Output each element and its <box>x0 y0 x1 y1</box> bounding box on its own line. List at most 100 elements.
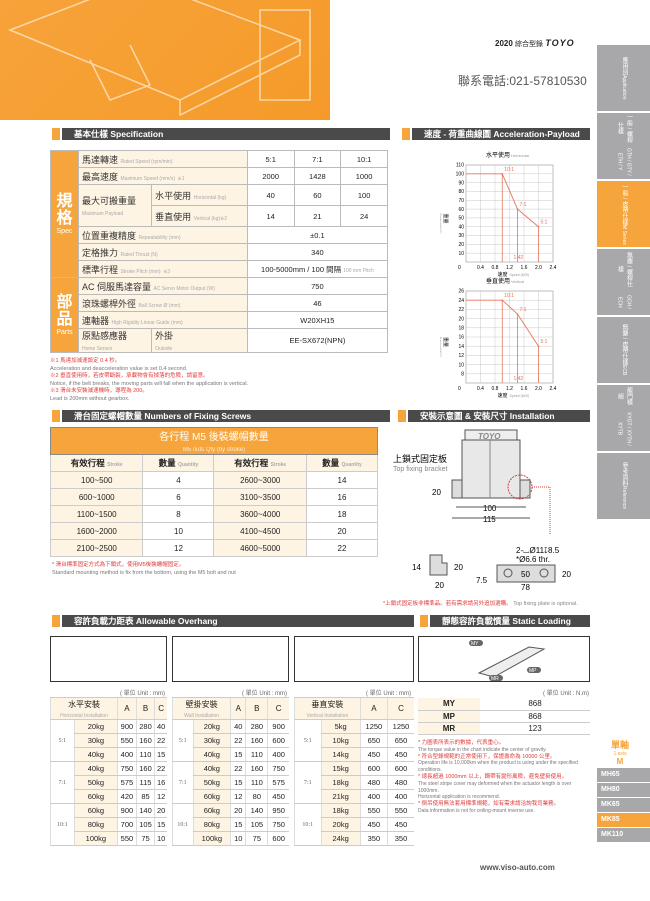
y-tick-label: 18 <box>458 326 464 332</box>
y-tick-label: 70 <box>458 198 464 204</box>
table-cell: 18kg <box>320 775 361 790</box>
column-header: A <box>117 697 137 720</box>
table-cell: 30kg <box>73 733 118 748</box>
table-cell: 40kg <box>192 747 231 762</box>
spec-section-title: 基本仕樣 Specification <box>52 128 390 140</box>
side-tab[interactable]: 無塵 / 皮帶仕樣 ECB <box>597 317 650 383</box>
footer-url[interactable]: www.viso-auto.com <box>480 863 555 872</box>
table-row: MR 123 <box>418 722 590 735</box>
table-cell: 400 <box>267 747 289 762</box>
x-tick-label: 2.0 <box>535 386 542 392</box>
series-nav-item[interactable]: MH80 <box>597 783 650 797</box>
unit-label: ( 單位 Unit : N.m) <box>543 691 589 697</box>
overhang-table: 壁掛安裝 Wall Installation A B C 5:1 20kg 40 280 900 3… <box>171 697 289 846</box>
svg-text:Top fixing bracket: Top fixing bracket <box>393 466 448 473</box>
side-tab[interactable]: 龍門模組 XYGT / XYTH / XYTB <box>597 385 650 451</box>
y-tick-label: 100 <box>456 172 465 178</box>
data-point <box>501 299 504 301</box>
svg-text:7.5: 7.5 <box>476 576 488 585</box>
table-cell: 10 <box>142 522 215 540</box>
logo-text: TOYO <box>478 432 501 441</box>
table-cell: 40 <box>230 719 246 734</box>
y-tick-label: 14 <box>458 344 464 350</box>
y-tick-label: 22 <box>458 307 464 313</box>
y-tick-label: 50 <box>458 216 464 222</box>
side-tab[interactable]: 一般 / 螺桿仕樣 GTH / GTY / ETH / Y <box>597 113 650 179</box>
table-cell: 60kg <box>192 803 231 818</box>
table-cell: 30kg <box>192 733 231 748</box>
table-cell: 40kg <box>192 761 231 776</box>
y-tick-label: 16 <box>458 335 464 341</box>
moment-value: 123 <box>480 722 590 735</box>
column-header: C <box>387 697 414 720</box>
tab-sublabel: XYGT / XYTH / XYTB <box>616 412 632 446</box>
column-header: B <box>135 697 155 720</box>
note-line: * 總長超過 1000mm 以上，鋼帶有變形風險，避免壁掛使用。 <box>418 773 568 780</box>
vertical-overhang-image <box>294 636 414 682</box>
installation-drawing: TOYO 上鎖式固定板 Top fixing bracket 20 100 115 2… <box>393 429 571 592</box>
point-label: 5:1 <box>541 339 548 345</box>
side-tab[interactable]: 應用別 Application <box>597 45 650 111</box>
svg-text:MP: MP <box>529 668 537 674</box>
table-cell: 600 <box>387 761 414 776</box>
table-cell: 2100~2500 <box>49 539 144 557</box>
table-cell: 1250 <box>387 719 414 734</box>
table-cell: 15 <box>154 817 167 832</box>
side-tab[interactable]: 一般 / 皮帶仕樣 M Series <box>597 181 650 247</box>
svg-text:20: 20 <box>454 563 463 572</box>
unit-label: ( 單位 Unit : mm) <box>242 691 287 697</box>
table-cell: 750 <box>117 761 137 776</box>
axis-label: 單軸 1 axis M <box>610 740 629 766</box>
table-cell: 900 <box>117 719 137 734</box>
ratio-cell: 7:1 <box>50 761 75 804</box>
x-tick-label: 2.0 <box>535 265 542 271</box>
table-row: 14kg 450 450 <box>295 747 414 762</box>
unit-label: ( 單位 Unit : mm) <box>120 691 165 697</box>
table-cell: 20kg <box>192 719 231 734</box>
table-cell: 12 <box>154 789 167 804</box>
series-nav-item[interactable]: MK110 <box>597 828 650 842</box>
side-tab[interactable]: 參考資料 Reference <box>597 453 650 519</box>
chart-title-en: Horizontal <box>511 153 529 158</box>
table-cell: 24kg <box>320 831 361 846</box>
moment-diagram: MY MP MR <box>418 636 590 682</box>
table-cell: 115 <box>135 775 155 790</box>
tab-label: 一般 / 皮帶仕樣 <box>621 183 627 225</box>
ratio-cell: 10:1 <box>294 803 322 846</box>
table-cell: 4 <box>142 471 215 489</box>
table-cell: 280 <box>135 719 155 734</box>
series-nav-item[interactable]: MH65 <box>597 768 650 782</box>
svg-text:14: 14 <box>412 563 421 572</box>
table-cell: 110 <box>245 775 268 790</box>
table-row: 40kg 15 110 400 <box>173 747 289 762</box>
tab-label: 應用別 <box>621 56 627 75</box>
table-cell: 85 <box>135 789 155 804</box>
y-tick-label: 20 <box>458 316 464 322</box>
side-tab[interactable]: 無塵 / 螺桿仕樣 GCH / ECH <box>597 249 650 315</box>
y-axis-label: 重量 <box>442 337 449 347</box>
overhang-table: 垂直安裝 Vertical Installation A C 5:1 5kg 1250 125… <box>294 697 414 846</box>
table-cell: 40kg <box>73 761 118 776</box>
table-cell: 16 <box>154 775 167 790</box>
table-cell: 650 <box>387 733 414 748</box>
series-nav-item[interactable]: MK85 <box>597 813 650 827</box>
svg-text:115: 115 <box>483 515 496 524</box>
x-tick-label: 2.4 <box>550 386 557 392</box>
svg-text:2-⌴Ø11↧8.5: 2-⌴Ø11↧8.5 <box>516 546 560 555</box>
table-cell: 550 <box>359 803 388 818</box>
series-nav-item[interactable]: MK65 <box>597 798 650 812</box>
moment-value: 868 <box>480 710 590 723</box>
table-cell: 600~1000 <box>49 488 144 506</box>
y-tick-label: 12 <box>458 353 464 359</box>
column-header: C <box>154 697 167 720</box>
ratio-cell: 5:1 <box>294 719 322 762</box>
table-cell: 22 <box>305 539 379 557</box>
table-cell: 20 <box>305 522 379 540</box>
table-cell: 550 <box>117 733 137 748</box>
payload-charts: 水平使用 Horizontal1020304050607080901001100.… <box>440 151 557 399</box>
table-cell: 14kg <box>320 747 361 762</box>
table-cell: 75 <box>245 831 268 846</box>
table-cell: 550 <box>117 831 137 846</box>
table-row: 24kg 350 350 <box>295 831 414 846</box>
table-cell: 110 <box>135 747 155 762</box>
